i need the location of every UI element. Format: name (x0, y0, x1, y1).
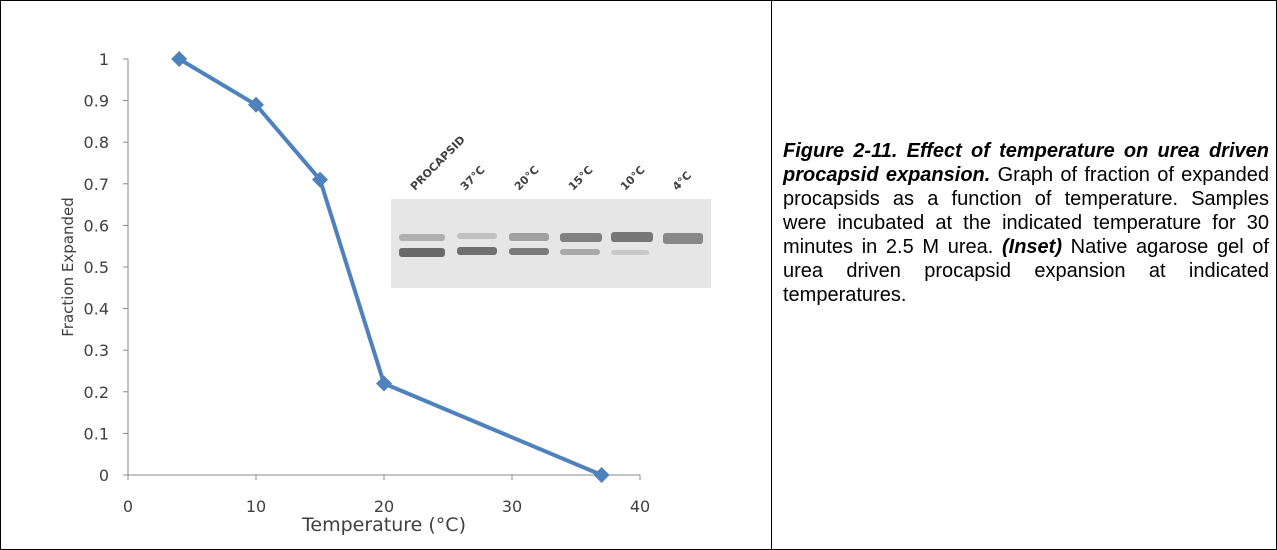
divider (771, 1, 772, 549)
lane-label: 15°C (566, 164, 596, 194)
lane-label: 37°C (458, 164, 488, 194)
gel-band (611, 232, 653, 242)
gel-band (399, 234, 445, 241)
gel-band (509, 233, 549, 241)
y-tick-label: 0.3 (84, 341, 109, 360)
gel-band (457, 233, 497, 239)
y-tick-label: 0.6 (84, 216, 109, 235)
gel-inset (391, 199, 711, 288)
y-tick-label: 1 (99, 50, 109, 69)
data-point (376, 375, 392, 391)
gel-band (663, 233, 703, 244)
lane-label: 4°C (670, 169, 694, 193)
caption: Figure 2-11. Effect of temperature on ur… (783, 139, 1269, 307)
x-tick-label: 10 (246, 497, 266, 516)
gel-band (457, 247, 497, 255)
y-tick-label: 0.8 (84, 133, 109, 152)
y-tick-label: 0.2 (84, 383, 109, 402)
y-tick-label: 0.1 (84, 424, 109, 443)
lane-label: 20°C (512, 164, 542, 194)
caption-inset-label: (Inset) (1002, 236, 1062, 258)
y-tick-label: 0.4 (84, 300, 109, 319)
x-tick-label: 40 (630, 497, 650, 516)
gel-band (611, 250, 649, 255)
lane-label: 10°C (618, 164, 648, 194)
y-tick-label: 0.5 (84, 258, 109, 277)
gel (391, 199, 711, 288)
gel-band (560, 249, 600, 255)
x-axis-label: Temperature (°C) (301, 514, 466, 536)
data-point (594, 467, 610, 483)
y-tick-label: 0.9 (84, 92, 109, 111)
gel-band (399, 248, 445, 257)
gel-band (560, 233, 602, 242)
figure: 00.10.20.30.40.50.60.70.80.91010203040Te… (0, 0, 1277, 550)
gel-band (509, 248, 549, 255)
y-tick-label: 0.7 (84, 175, 109, 194)
x-tick-label: 30 (502, 497, 522, 516)
x-tick-label: 0 (123, 497, 133, 516)
y-tick-label: 0 (99, 466, 109, 485)
y-axis-label: Fraction Expanded (59, 197, 77, 337)
